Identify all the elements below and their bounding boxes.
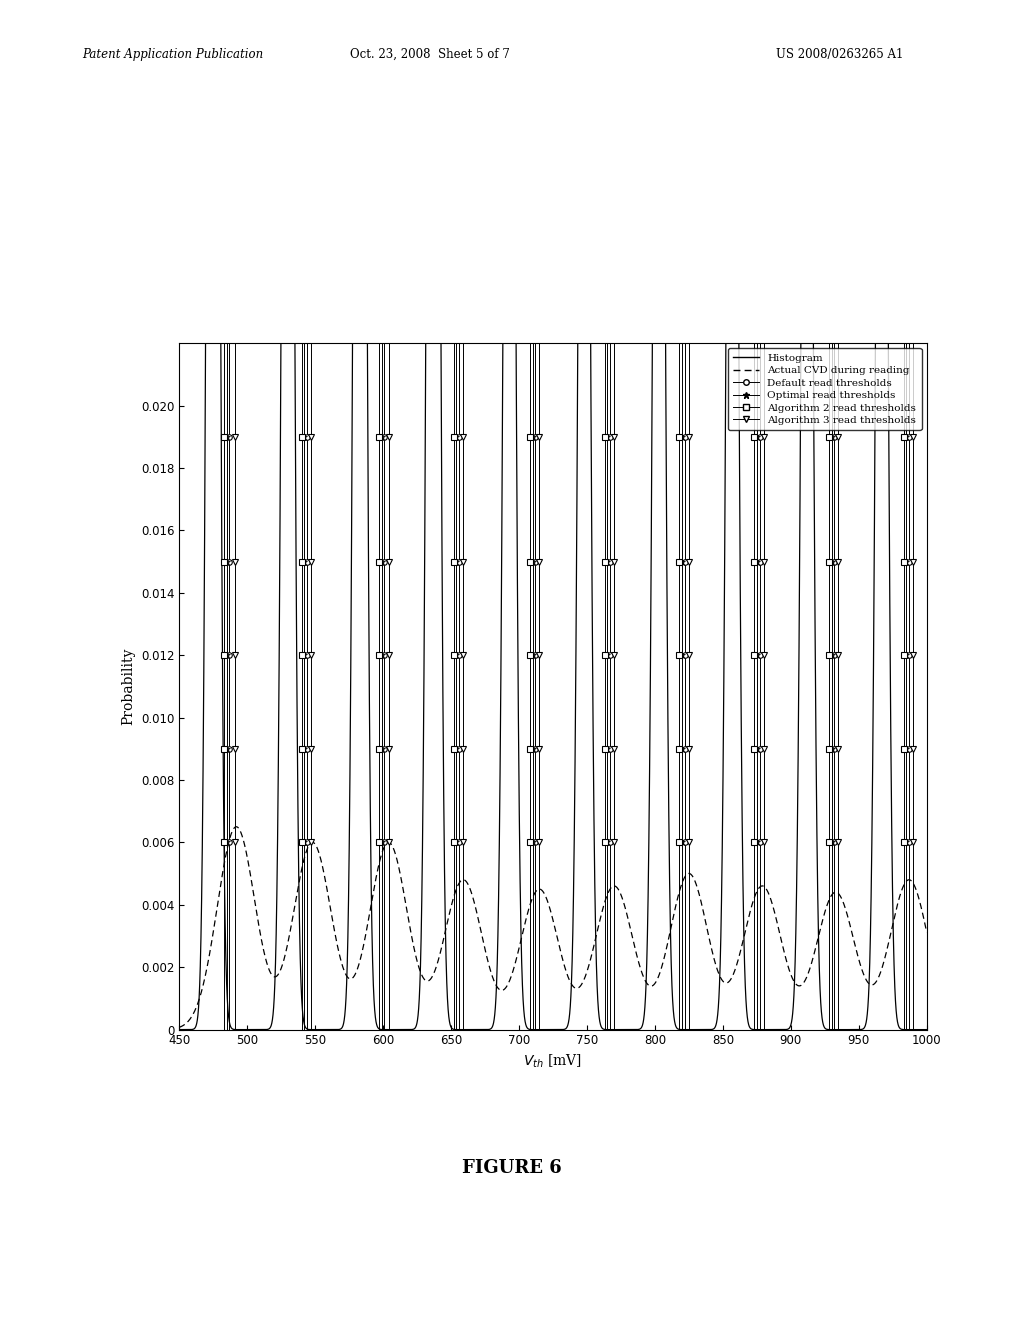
Text: Oct. 23, 2008  Sheet 5 of 7: Oct. 23, 2008 Sheet 5 of 7 [350,48,510,61]
Line: Actual CVD during reading: Actual CVD during reading [179,826,927,1027]
X-axis label: $V_{th}$ [mV]: $V_{th}$ [mV] [523,1053,583,1071]
Text: US 2008/0263265 A1: US 2008/0263265 A1 [776,48,903,61]
Histogram [921,1022,933,1038]
Histogram [173,1022,185,1038]
Histogram [176,1022,188,1038]
Actual CVD during reading [881,941,893,957]
Text: FIGURE 6: FIGURE 6 [462,1159,562,1177]
Histogram [881,100,893,116]
Histogram [539,1022,551,1038]
Y-axis label: Probability: Probability [121,648,135,725]
Legend: Histogram, Actual CVD during reading, Default read thresholds, Optimal read thre: Histogram, Actual CVD during reading, De… [728,348,922,430]
Actual CVD during reading [230,818,243,834]
Line: Histogram: Histogram [179,0,927,1030]
Actual CVD during reading [218,858,230,874]
Actual CVD during reading [176,1018,188,1034]
Histogram [319,1022,332,1038]
Actual CVD during reading [173,1019,185,1035]
Actual CVD during reading [921,924,933,940]
Actual CVD during reading [204,942,216,958]
Histogram [218,825,230,841]
Actual CVD during reading [539,887,551,903]
Text: Patent Application Publication: Patent Application Publication [82,48,263,61]
Actual CVD during reading [319,875,332,891]
